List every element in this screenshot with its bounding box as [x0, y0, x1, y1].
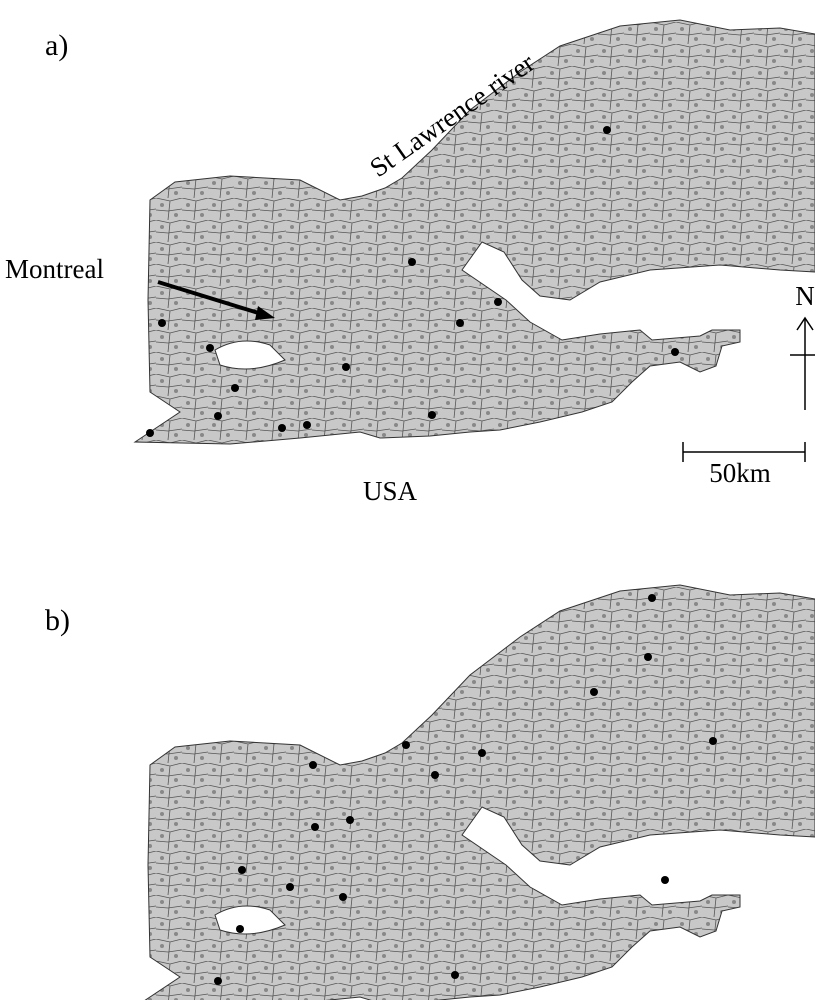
scale-label: 50km	[709, 458, 771, 488]
north-label: N	[795, 281, 815, 311]
panel-label: b)	[45, 604, 70, 637]
scale-bar: 50km	[683, 442, 805, 488]
figure: a) St Lawrence river Montreal USA N 50km	[0, 0, 815, 1000]
map-region	[135, 585, 815, 1000]
panel-label: a)	[45, 29, 68, 62]
country-label: USA	[363, 476, 418, 506]
panel-a: a) St Lawrence river Montreal USA N 50km	[5, 20, 815, 506]
north-arrow: N	[790, 281, 815, 410]
city-label: Montreal	[5, 254, 104, 284]
panel-b: b)	[45, 585, 815, 1000]
